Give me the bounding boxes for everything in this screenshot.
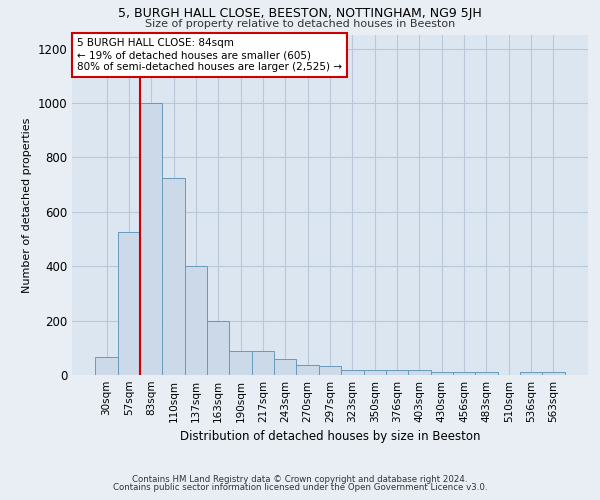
Bar: [431, 372, 453, 375]
Bar: [95, 358, 118, 375]
Y-axis label: Number of detached properties: Number of detached properties: [22, 118, 32, 292]
Bar: [296, 364, 319, 375]
Bar: [207, 321, 229, 375]
Text: 5, BURGH HALL CLOSE, BEESTON, NOTTINGHAM, NG9 5JH: 5, BURGH HALL CLOSE, BEESTON, NOTTINGHAM…: [118, 8, 482, 20]
Bar: [252, 350, 274, 375]
X-axis label: Distribution of detached houses by size in Beeston: Distribution of detached houses by size …: [180, 430, 480, 444]
Text: Contains public sector information licensed under the Open Government Licence v3: Contains public sector information licen…: [113, 484, 487, 492]
Bar: [319, 366, 341, 375]
Bar: [185, 266, 207, 375]
Bar: [364, 370, 386, 375]
Text: Contains HM Land Registry data © Crown copyright and database right 2024.: Contains HM Land Registry data © Crown c…: [132, 475, 468, 484]
Bar: [542, 372, 565, 375]
Bar: [274, 358, 296, 375]
Bar: [118, 232, 140, 375]
Bar: [341, 370, 364, 375]
Bar: [475, 372, 497, 375]
Bar: [520, 372, 542, 375]
Bar: [386, 370, 408, 375]
Bar: [229, 350, 252, 375]
Bar: [140, 103, 163, 375]
Text: Size of property relative to detached houses in Beeston: Size of property relative to detached ho…: [145, 19, 455, 29]
Text: 5 BURGH HALL CLOSE: 84sqm
← 19% of detached houses are smaller (605)
80% of semi: 5 BURGH HALL CLOSE: 84sqm ← 19% of detac…: [77, 38, 342, 72]
Bar: [408, 370, 431, 375]
Bar: [163, 178, 185, 375]
Bar: [453, 372, 475, 375]
